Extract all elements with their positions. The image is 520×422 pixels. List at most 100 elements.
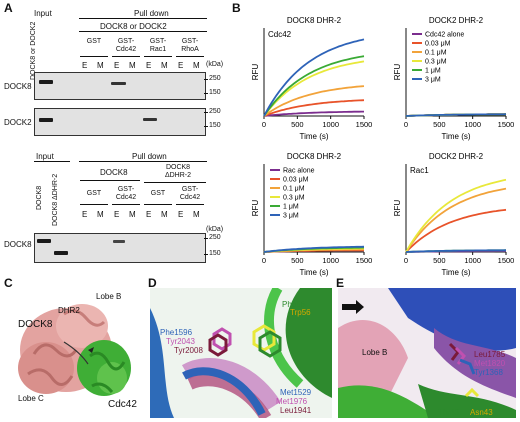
legend-label: 1 μM [425, 68, 441, 75]
series-line [405, 113, 507, 117]
x-tick-label: 1500 [498, 120, 514, 129]
chart-dock8-cdc42: DOCK8 DHR-2 0 500 1000 1500 Time (s) RFU Cdc42 [232, 14, 372, 147]
label-dhr2: DHR2 [58, 306, 80, 315]
panel-label-d: D [148, 276, 157, 290]
label-dock8: DOCK8 [18, 319, 53, 330]
pulldown-line [79, 18, 207, 19]
x-tick-label: 500 [291, 120, 304, 129]
chart-axes [263, 164, 364, 253]
input-lane-label: DOCK8 ΔDHR-2 [52, 173, 59, 226]
group-label: GST- Cdc42 [115, 186, 137, 201]
head-dock8-ddhr2: DOCK8 ΔDHR-2 [164, 164, 192, 179]
x-axis-label: Time (s) [299, 268, 328, 277]
legend-label: 0.3 μM [283, 195, 305, 202]
band [37, 239, 51, 243]
structure-e-image: Lobe B Leu1785 Met1820 Tyr1368 Thr43 Asn… [338, 288, 516, 418]
res-tyr1368: Tyr1368 [474, 368, 503, 377]
res-asn43: Asn43 [470, 408, 493, 417]
y-axis-label: RFU [393, 200, 402, 217]
group-line [176, 56, 204, 57]
lane-label: M [161, 210, 168, 219]
row-label-dock8: DOCK8 [4, 240, 32, 249]
group-line [176, 204, 204, 205]
chart-annotation: Rac1 [410, 166, 429, 175]
lane-label: M [193, 210, 200, 219]
lane-label: M [129, 210, 136, 219]
pulldown-label: Pull down [134, 9, 169, 18]
marker-250: 250 [209, 75, 221, 82]
res-phe56: Phe56 [282, 300, 306, 309]
series-line [405, 187, 507, 253]
res-met1820: Met1820 [474, 359, 506, 368]
row-label-dock2: DOCK2 [4, 118, 32, 127]
pulldown-label: Pull down [132, 152, 167, 161]
band [39, 118, 53, 122]
lane-label: M [193, 61, 200, 70]
res-tyr2008: Tyr2008 [174, 346, 203, 355]
structure-d-render [150, 288, 332, 418]
marker-150: 150 [209, 250, 221, 257]
head-line [80, 180, 140, 181]
group-line [144, 56, 172, 57]
series-line [405, 249, 507, 253]
panel-label-a: A [4, 1, 13, 15]
y-axis-label: RFU [393, 64, 402, 81]
marker-tick [204, 238, 208, 239]
marker-tick [204, 112, 208, 113]
res-thr43: Thr43 [438, 408, 459, 417]
kda-label: (kDa) [206, 61, 224, 68]
lane-label: M [161, 61, 168, 70]
gel-bottom [34, 233, 206, 263]
lane-label: E [178, 210, 184, 219]
marker-tick [204, 79, 208, 80]
res-trp56: Trp56 [290, 308, 311, 317]
band [39, 80, 53, 84]
group-line [112, 204, 140, 205]
group-label: GST- Cdc42 [115, 38, 137, 53]
x-tick-label: 1500 [356, 256, 372, 265]
series-line [405, 178, 507, 253]
group-line [80, 204, 108, 205]
structure-c-render [18, 304, 131, 396]
series-line [263, 85, 365, 117]
chart-svg: DOCK8 DHR-2 0 500 1000 1500 Time (s) RFU Rac al… [251, 152, 372, 277]
row-label-dock8: DOCK8 [4, 82, 32, 91]
input-line [34, 161, 70, 162]
series-line [263, 55, 365, 117]
dock-header: DOCK8 or DOCK2 [100, 22, 167, 31]
input-label: Input [36, 152, 54, 161]
head-line [144, 182, 206, 183]
chart-title: DOCK8 DHR-2 [287, 16, 342, 25]
chart-title: DOCK2 DHR-2 [429, 152, 484, 161]
x-tick-label: 1000 [464, 120, 481, 129]
band [54, 251, 68, 255]
marker-tick [204, 254, 208, 255]
lane-label: E [178, 61, 184, 70]
x-tick-label: 500 [433, 256, 446, 265]
x-axis-label: Time (s) [299, 132, 328, 141]
lane-label: M [97, 210, 104, 219]
x-tick-label: 500 [291, 256, 304, 265]
legend-label: 0.3 μM [425, 59, 447, 66]
x-tick-label: 500 [433, 120, 446, 129]
res-phe1596: Phe1596 [160, 328, 193, 337]
marker-150: 150 [209, 89, 221, 96]
x-tick-label: 1000 [322, 120, 339, 129]
structure-e-render [338, 288, 516, 418]
x-tick-label: 1500 [498, 256, 514, 265]
series-line [405, 208, 507, 253]
legend-label: 0.03 μM [283, 177, 309, 184]
group-label: GST- RhoA [181, 38, 199, 53]
res-met1976: Met1976 [276, 397, 308, 406]
x-tick-label: 1500 [356, 120, 372, 129]
group-label: GST- Cdc42 [179, 186, 201, 201]
y-axis-label: RFU [251, 200, 260, 217]
gel-dock8 [34, 72, 206, 100]
series-line [263, 110, 364, 117]
band [111, 82, 126, 85]
x-tick-label: 0 [262, 120, 266, 129]
chart-dock2-rac1: DOCK2 DHR-2 0 500 1000 1500 Time (s) RFU Rac1 [374, 150, 514, 283]
legend-label: Rac alone [283, 168, 315, 175]
chart-svg: DOCK2 DHR-2 0 500 1000 1500 Time (s) RFU Cdc42 … [393, 16, 514, 141]
group-label: GST [150, 190, 166, 197]
